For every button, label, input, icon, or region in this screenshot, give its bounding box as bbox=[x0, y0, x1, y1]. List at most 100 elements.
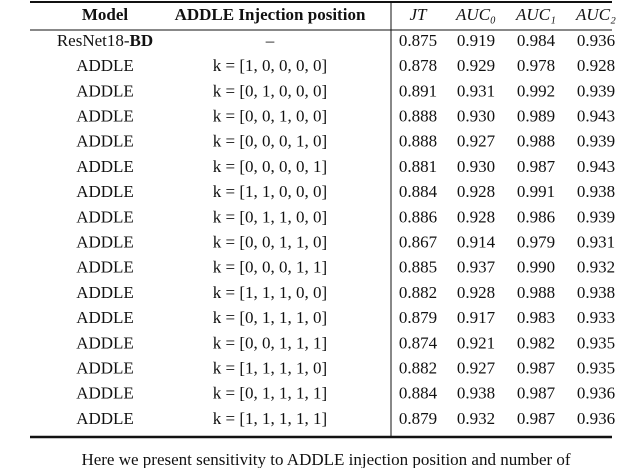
header-cell: Model bbox=[82, 5, 129, 24]
header-cell: AUC₀ bbox=[455, 5, 496, 24]
metric-cell: 0.939 bbox=[577, 132, 615, 151]
metric-cell: 0.982 bbox=[517, 333, 555, 352]
model-cell: ADDLE bbox=[76, 384, 134, 403]
metric-cell: 0.867 bbox=[399, 233, 438, 252]
position-cell: k = [1, 1, 1, 1, 0] bbox=[213, 359, 327, 378]
position-cell: k = [1, 1, 1, 0, 0] bbox=[213, 283, 327, 302]
model-cell: ADDLE bbox=[76, 359, 134, 378]
metric-cell: 0.927 bbox=[457, 132, 496, 151]
metric-cell: 0.978 bbox=[517, 56, 555, 75]
metric-cell: 0.875 bbox=[399, 31, 437, 50]
model-cell: ADDLE bbox=[76, 81, 134, 100]
position-cell: k = [1, 0, 0, 0, 0] bbox=[213, 56, 327, 75]
metric-cell: 0.928 bbox=[577, 56, 615, 75]
model-name: ResNet18- bbox=[57, 31, 130, 50]
metric-cell: 0.914 bbox=[457, 233, 496, 252]
metric-cell: 0.989 bbox=[517, 107, 555, 126]
metric-cell: 0.987 bbox=[517, 157, 556, 176]
model-cell: ADDLE bbox=[76, 107, 134, 126]
metric-cell: 0.928 bbox=[457, 207, 495, 226]
model-cell: ADDLE bbox=[76, 207, 134, 226]
metric-cell: 0.943 bbox=[577, 107, 615, 126]
metric-cell: 0.886 bbox=[399, 207, 437, 226]
model-cell: ADDLE bbox=[76, 333, 134, 352]
metric-cell: 0.884 bbox=[399, 182, 438, 201]
metric-cell: 0.933 bbox=[577, 308, 615, 327]
metric-cell: 0.891 bbox=[399, 81, 437, 100]
metric-cell: 0.928 bbox=[457, 182, 495, 201]
body-text: Here we present sensitivity to ADDLE inj… bbox=[81, 450, 570, 468]
metric-cell: 0.881 bbox=[399, 157, 437, 176]
metric-cell: 0.939 bbox=[577, 207, 615, 226]
metric-cell: 0.935 bbox=[577, 333, 615, 352]
metric-cell: 0.938 bbox=[457, 384, 495, 403]
metric-cell: 0.931 bbox=[577, 233, 615, 252]
header-cell: AUC₂ bbox=[575, 5, 616, 24]
metric-cell: 0.884 bbox=[399, 384, 438, 403]
metric-cell: 0.986 bbox=[517, 207, 555, 226]
metric-cell: 0.979 bbox=[517, 233, 555, 252]
model-cell: ADDLE bbox=[76, 308, 134, 327]
position-cell: k = [0, 0, 0, 1, 1] bbox=[213, 258, 327, 277]
metric-cell: 0.984 bbox=[517, 31, 556, 50]
metric-cell: 0.938 bbox=[577, 182, 615, 201]
model-cell: ADDLE bbox=[76, 233, 134, 252]
model-suffix: BD bbox=[130, 31, 154, 50]
metric-cell: 0.874 bbox=[399, 333, 438, 352]
metric-cell: 0.888 bbox=[399, 107, 437, 126]
metric-cell: 0.988 bbox=[517, 283, 555, 302]
metric-cell: 0.991 bbox=[517, 182, 555, 201]
metric-cell: 0.879 bbox=[399, 409, 437, 428]
model-cell: ADDLE bbox=[76, 409, 134, 428]
metric-cell: 0.885 bbox=[399, 258, 437, 277]
metric-cell: 0.987 bbox=[517, 384, 556, 403]
metric-cell: 0.987 bbox=[517, 409, 556, 428]
metric-cell: 0.917 bbox=[457, 308, 496, 327]
metric-cell: 0.930 bbox=[457, 157, 495, 176]
position-cell: k = [0, 1, 1, 1, 1] bbox=[213, 384, 327, 403]
position-cell: k = [0, 0, 1, 0, 0] bbox=[213, 107, 327, 126]
metric-cell: 0.983 bbox=[517, 308, 555, 327]
metric-cell: 0.936 bbox=[577, 31, 615, 50]
metric-cell: 0.932 bbox=[457, 409, 495, 428]
metric-cell: 0.988 bbox=[517, 132, 555, 151]
position-cell: k = [0, 0, 0, 0, 1] bbox=[213, 157, 327, 176]
position-cell: k = [0, 0, 1, 1, 1] bbox=[213, 333, 327, 352]
header-cell: AUC₁ bbox=[515, 5, 556, 24]
metric-cell: 0.992 bbox=[517, 81, 555, 100]
metric-cell: 0.882 bbox=[399, 359, 437, 378]
position-cell: k = [0, 0, 1, 1, 0] bbox=[213, 233, 327, 252]
model-cell: ADDLE bbox=[76, 283, 134, 302]
header-cell: JT bbox=[410, 5, 429, 24]
model-cell: ADDLE bbox=[76, 157, 134, 176]
metric-cell: 0.990 bbox=[517, 258, 555, 277]
metric-cell: 0.937 bbox=[457, 258, 496, 277]
position-cell: k = [0, 0, 0, 1, 0] bbox=[213, 132, 327, 151]
header-cell: ADDLE Injection position bbox=[175, 5, 366, 24]
metric-cell: 0.928 bbox=[457, 283, 495, 302]
metric-cell: 0.935 bbox=[577, 359, 615, 378]
metric-cell: 0.882 bbox=[399, 283, 437, 302]
model-cell: ADDLE bbox=[76, 182, 134, 201]
metric-cell: 0.932 bbox=[577, 258, 615, 277]
metric-cell: 0.888 bbox=[399, 132, 437, 151]
metric-cell: 0.936 bbox=[577, 409, 615, 428]
model-cell: ADDLE bbox=[76, 56, 134, 75]
position-cell: k = [0, 1, 1, 1, 0] bbox=[213, 308, 327, 327]
metric-cell: 0.929 bbox=[457, 56, 495, 75]
position-cell: k = [0, 1, 0, 0, 0] bbox=[213, 81, 327, 100]
position-cell: k = [0, 1, 1, 0, 0] bbox=[213, 207, 327, 226]
model-cell: ResNet18-BD bbox=[57, 31, 153, 50]
metric-cell: 0.927 bbox=[457, 359, 496, 378]
model-cell: ADDLE bbox=[76, 132, 134, 151]
metric-cell: 0.987 bbox=[517, 359, 556, 378]
metric-cell: 0.936 bbox=[577, 384, 615, 403]
metric-cell: 0.943 bbox=[577, 157, 615, 176]
metric-cell: 0.930 bbox=[457, 107, 495, 126]
metric-cell: 0.878 bbox=[399, 56, 437, 75]
position-cell: – bbox=[265, 31, 275, 50]
position-cell: k = [1, 1, 1, 1, 1] bbox=[213, 409, 327, 428]
position-cell: k = [1, 1, 0, 0, 0] bbox=[213, 182, 327, 201]
metric-cell: 0.939 bbox=[577, 81, 615, 100]
